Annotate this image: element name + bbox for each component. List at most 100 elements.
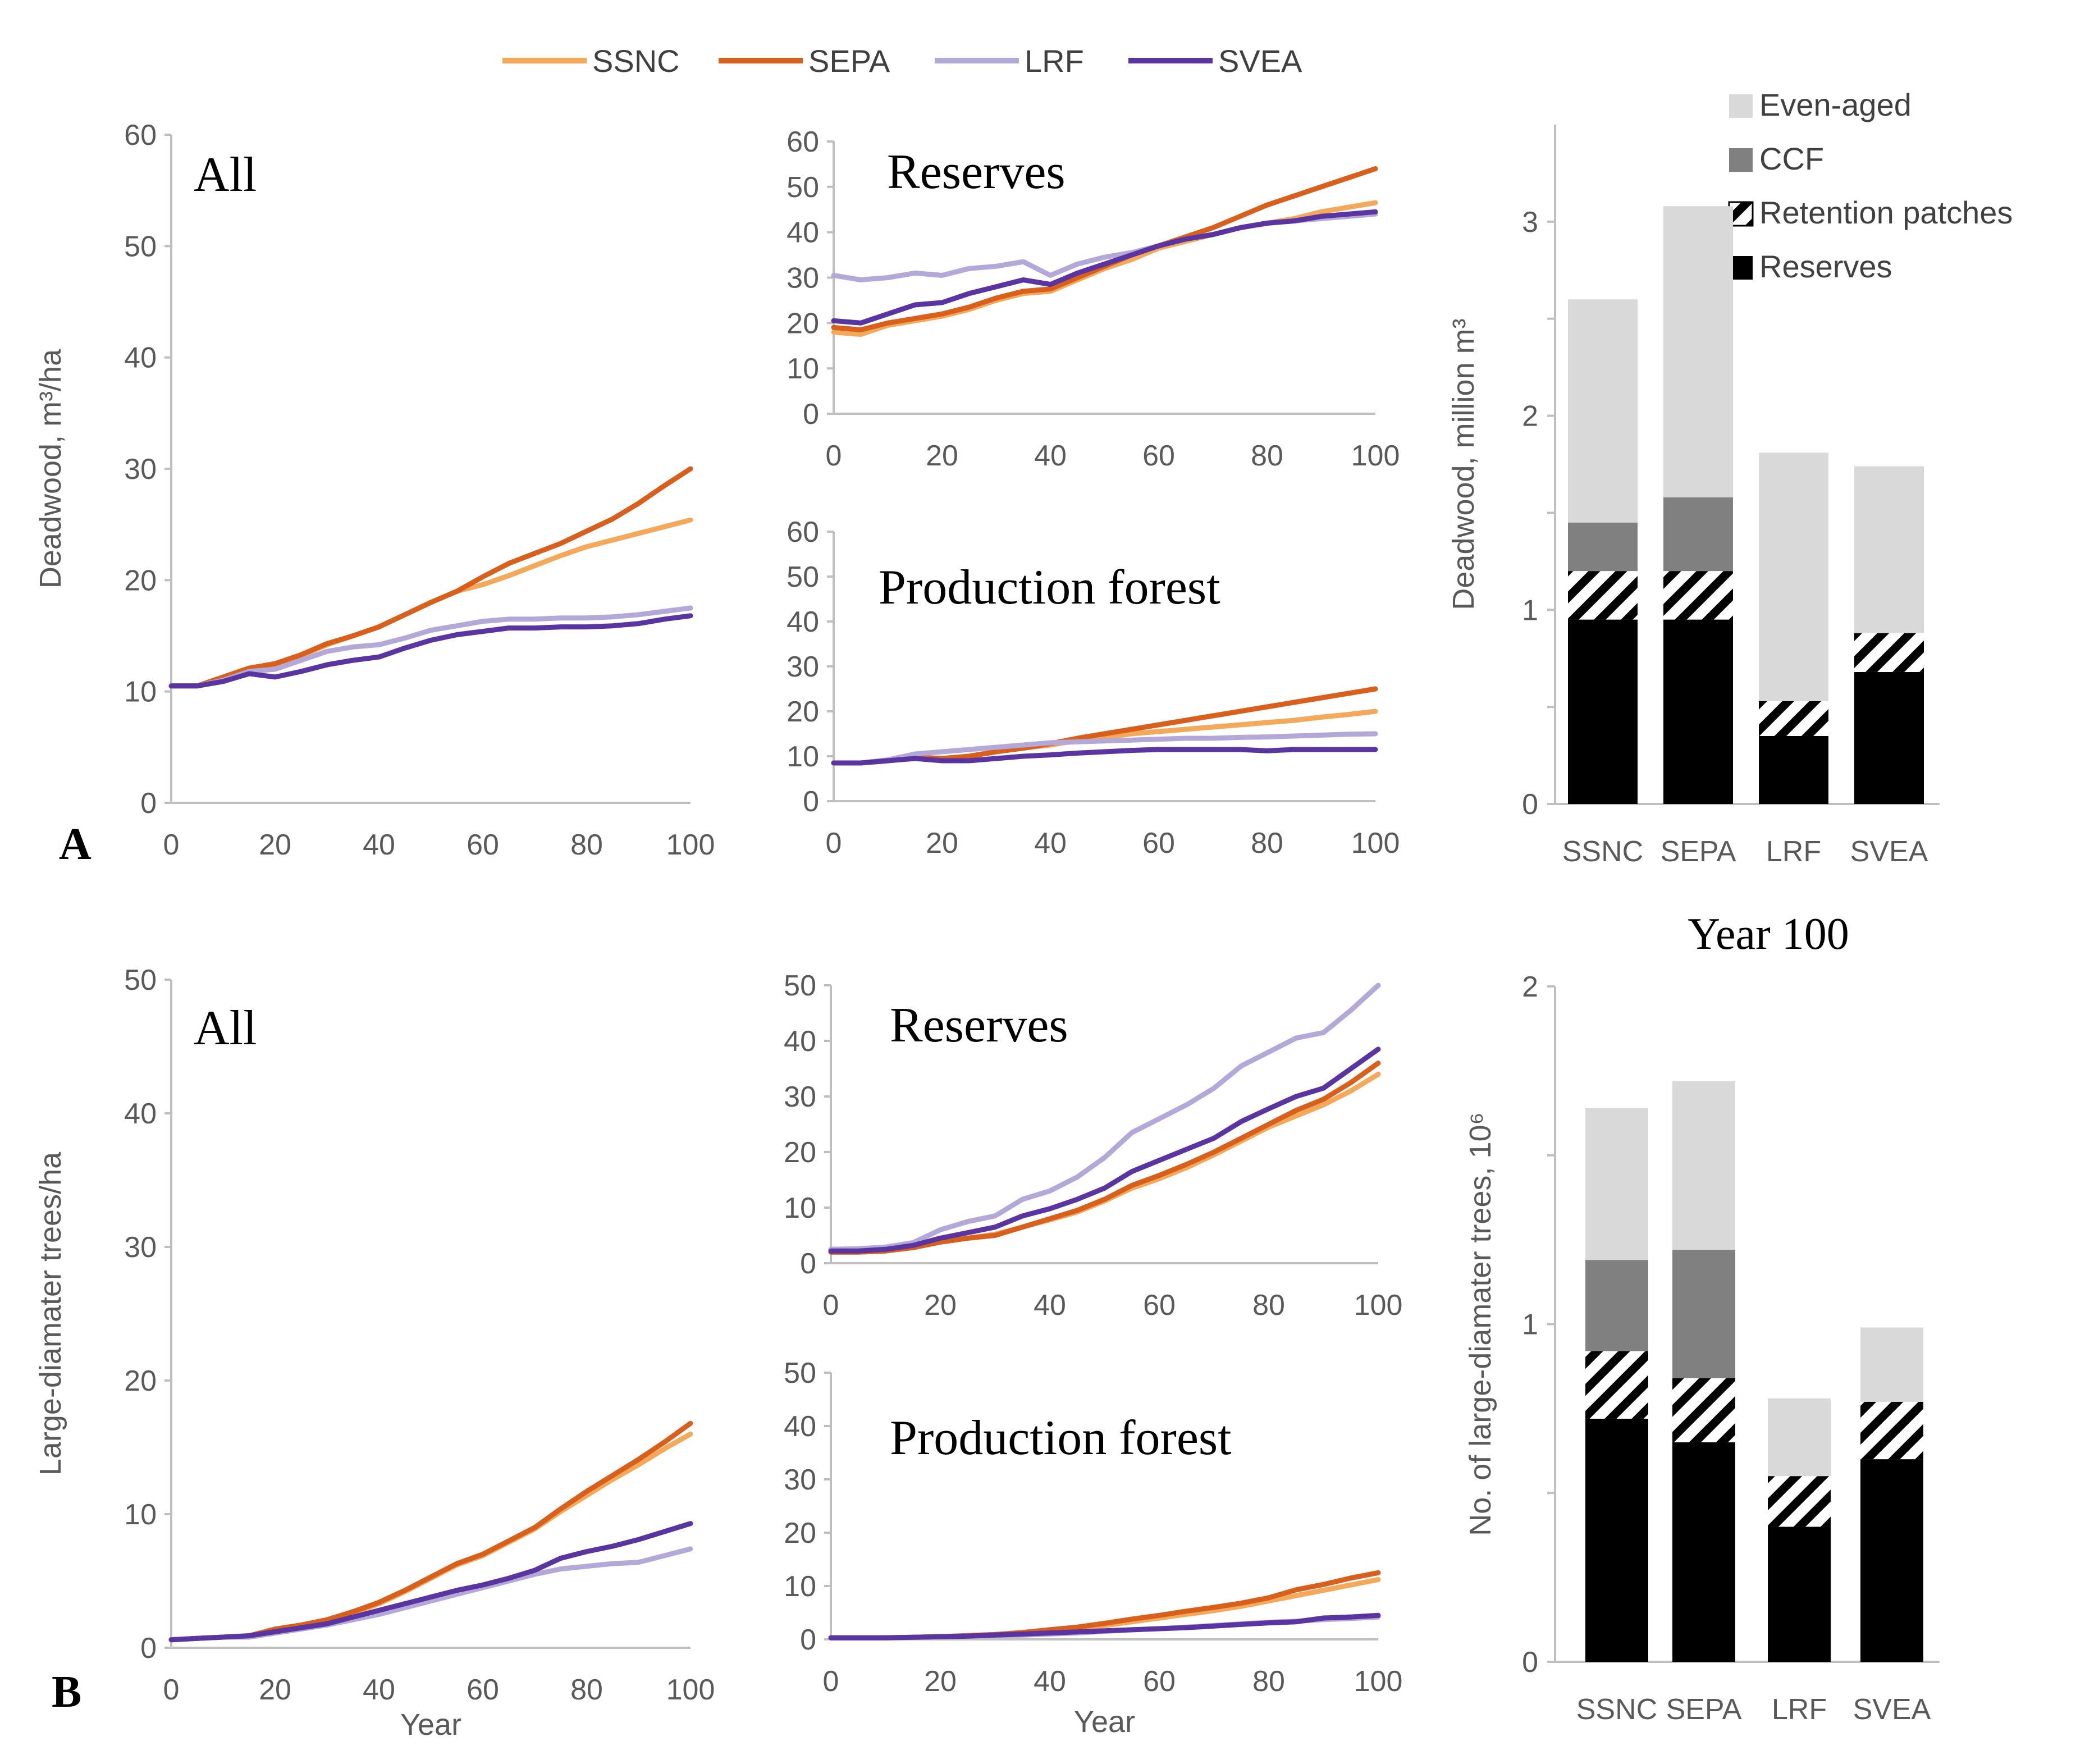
x-tick-label: 40 — [1034, 827, 1067, 860]
y-tick-label: 60 — [787, 516, 819, 549]
x-tick-label: 20 — [926, 440, 958, 472]
x-tick-label: 100 — [1354, 1289, 1403, 1322]
series-legend: SSNC SEPA LRF SVEA — [502, 43, 1302, 79]
bar-segment-even-aged-sepa — [1672, 1081, 1735, 1250]
x-axis-title: Year — [400, 1708, 461, 1742]
bar-segment-reserves-ssnc — [1568, 619, 1638, 804]
x-tick-label: 20 — [926, 827, 958, 860]
y-tick-label: 50 — [787, 561, 819, 593]
y-tick-label: 20 — [784, 1136, 816, 1169]
y-tick-label: 0 — [800, 1624, 816, 1656]
x-tick-label: 0 — [163, 1674, 180, 1706]
y-tick-label: 20 — [787, 307, 819, 340]
chart-title: Reserves — [887, 145, 1066, 199]
x-tick-label: 100 — [1351, 827, 1400, 860]
bar-legend-label-even-aged: Even-aged — [1759, 87, 1912, 122]
y-tick-label: 40 — [784, 1410, 816, 1443]
bar-segment-even-aged-lrf — [1768, 1398, 1831, 1477]
bar-segment-retention-patches-lrf — [1768, 1476, 1831, 1527]
y-tick-label: 1 — [1522, 1309, 1538, 1341]
series-line-sepa — [828, 1061, 1381, 1255]
chart-a-production-deadwood: 0 10 20 30 40 50 60 0 20 40 60 80 100 Production fore… — [787, 516, 1400, 860]
x-tick-label: 60 — [1142, 440, 1175, 472]
x-tick-label: 80 — [570, 1674, 603, 1706]
y-tick-label: 1 — [1522, 594, 1538, 627]
bar-segment-reserves-svea — [1860, 1459, 1923, 1662]
x-tick-label: 100 — [1351, 440, 1400, 472]
x-tick-label: LRF — [1766, 835, 1821, 868]
y-tick-label: 30 — [124, 453, 157, 486]
bar-segment-even-aged-svea — [1854, 466, 1924, 633]
y-tick-label: 40 — [787, 606, 819, 638]
x-tick-label: SVEA — [1853, 1693, 1931, 1726]
x-tick-label: 20 — [259, 829, 291, 861]
x-axis-title: Year — [1074, 1705, 1135, 1739]
bar-legend-swatch-ccf — [1729, 148, 1753, 172]
y-axis-title: No. of large-diamater trees, 10⁶ — [1464, 1112, 1497, 1536]
x-tick-label: 60 — [1143, 1665, 1176, 1698]
x-tick-label: 20 — [924, 1289, 957, 1322]
bar-legend-swatch-even-aged — [1729, 94, 1753, 118]
bar-segment-retention-patches-sepa — [1663, 571, 1733, 620]
y-tick-label: 10 — [784, 1192, 816, 1224]
y-tick-label: 50 — [784, 970, 816, 1002]
bar-segment-retention-patches-svea — [1860, 1401, 1923, 1460]
chart-b-reserves-large-trees: 0 10 20 30 40 50 0 20 40 60 80 100 Reserves — [784, 970, 1402, 1322]
x-tick-label: 40 — [1034, 440, 1067, 472]
y-tick-label: 50 — [787, 171, 819, 204]
bar-segment-ccf-sepa — [1663, 497, 1733, 572]
y-tick-label: 30 — [784, 1464, 816, 1496]
bar-segment-retention-patches-svea — [1854, 633, 1924, 672]
x-tick-label: 20 — [259, 1674, 291, 1706]
series-line-lrf — [831, 731, 1378, 766]
y-tick-label: 60 — [787, 126, 819, 158]
y-tick-label: 40 — [124, 1098, 157, 1130]
y-tick-label: 30 — [787, 651, 819, 683]
series-line-svea — [831, 209, 1378, 326]
x-tick-label: 80 — [1251, 440, 1283, 472]
panel-letter-a: A — [59, 820, 92, 869]
y-tick-label: 10 — [787, 353, 819, 385]
chart-title: Reserves — [890, 998, 1068, 1053]
y-tick-label: 0 — [140, 1632, 157, 1665]
x-tick-label: 40 — [1034, 1665, 1066, 1698]
x-tick-label: SEPA — [1666, 1693, 1742, 1726]
bar-segment-reserves-sepa — [1663, 619, 1733, 804]
x-tick-label: 0 — [823, 1289, 839, 1322]
chart-a-all-deadwood: 0 10 20 30 40 50 60 0 20 40 60 80 100 All Deadwood, m³… — [34, 119, 715, 861]
series-line-svea — [831, 747, 1378, 766]
x-tick-label: 20 — [924, 1665, 957, 1698]
x-tick-label: 80 — [570, 829, 603, 861]
bar-segment-reserves-lrf — [1759, 736, 1828, 804]
x-tick-label: 80 — [1252, 1665, 1285, 1698]
x-tick-label: 80 — [1252, 1289, 1285, 1322]
series-line-sepa — [168, 1420, 693, 1643]
chart-title: All — [194, 148, 257, 202]
bar-segment-retention-patches-ssnc — [1585, 1351, 1648, 1419]
y-tick-label: 10 — [784, 1570, 816, 1603]
bar-legend: Even-aged CCF Retention patches Reserves — [1728, 87, 2013, 284]
x-tick-label: 60 — [467, 829, 499, 861]
y-tick-label: 10 — [124, 676, 157, 709]
x-tick-label: 0 — [823, 1665, 839, 1698]
y-tick-label: 30 — [787, 262, 819, 295]
bar-segment-even-aged-ssnc — [1568, 299, 1638, 523]
y-tick-label: 20 — [784, 1517, 816, 1550]
y-tick-label: 3 — [1522, 206, 1538, 239]
legend-label-ssnc: SSNC — [592, 43, 680, 79]
y-tick-label: 20 — [124, 564, 157, 597]
bar-segment-reserves-sepa — [1672, 1442, 1735, 1662]
x-tick-label: 0 — [163, 829, 180, 861]
y-axis-title: Deadwood, m³/ha — [34, 349, 67, 588]
bar-legend-label-retention: Retention patches — [1759, 195, 2013, 230]
y-tick-label: 0 — [1522, 1646, 1538, 1679]
series-line-svea — [828, 1046, 1381, 1254]
x-tick-label: 80 — [1251, 827, 1283, 860]
x-tick-label: SEPA — [1661, 835, 1736, 868]
x-tick-label: 60 — [1143, 1289, 1176, 1322]
x-tick-label: SSNC — [1576, 1693, 1657, 1726]
bar-segment-retention-patches-sepa — [1672, 1378, 1735, 1443]
x-tick-label: 60 — [467, 1674, 499, 1706]
series-line-svea — [828, 1612, 1381, 1640]
series-line-svea — [168, 1521, 693, 1643]
